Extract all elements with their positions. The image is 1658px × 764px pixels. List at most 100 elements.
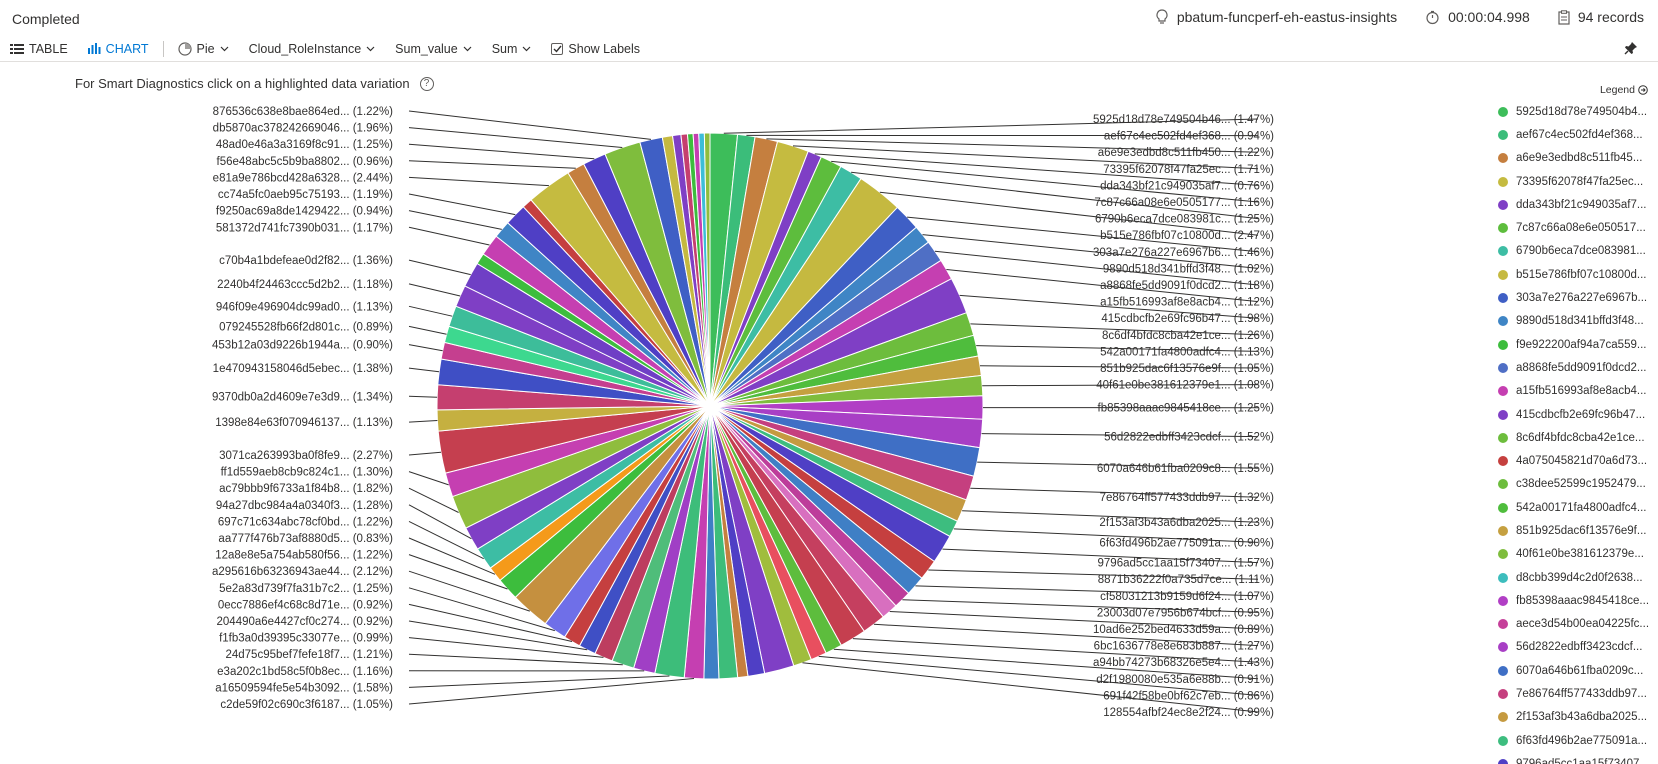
label-leader-line: [408, 620, 588, 651]
legend-header[interactable]: Legend: [1600, 84, 1648, 96]
slice-label: a8868fe5dd9091f0dcd2... (1.18%): [1100, 280, 1274, 292]
legend-item[interactable]: 56d2822edbff3423cdcf...: [1498, 636, 1658, 659]
legend-item[interactable]: fb85398aaac9845418ce...: [1498, 589, 1658, 612]
slice-label: f56e48abc5c5b9ba8802... (0.96%): [217, 156, 394, 168]
legend-swatch: [1498, 735, 1508, 746]
legend-item[interactable]: 40f61e0be381612379e...: [1498, 543, 1658, 566]
slice-label: a15fb516993af8e8acb4... (1.12%): [1100, 297, 1274, 309]
arrow-right-circle-icon: [1638, 85, 1648, 95]
label-leader-line: [408, 675, 670, 688]
legend-label: aef67c4ec502fd4ef368...: [1516, 128, 1643, 141]
label-leader-line: [408, 520, 484, 560]
legend-swatch: [1498, 642, 1508, 653]
show-labels-toggle[interactable]: Show Labels: [541, 37, 650, 61]
legend-label: 9890d518d341bffd3f48...: [1516, 315, 1644, 328]
legend-item[interactable]: 5925d18d78e749504b4...: [1498, 100, 1658, 123]
legend-item[interactable]: 8c6df4bfdc8cba42e1ce...: [1498, 426, 1658, 449]
legend-label: 851b925dac6f13576e9f...: [1516, 524, 1647, 537]
legend-item[interactable]: 4a075045821d70a6d73...: [1498, 449, 1658, 472]
pin-icon[interactable]: [1624, 41, 1638, 55]
label-leader-line: [408, 451, 442, 456]
slice-labels: 5925d18d78e749504b46... (1.47%) aef67c4ec…: [212, 106, 1274, 719]
slice-label: 6f63fd496b2ae775091a... (0.90%): [1099, 537, 1274, 549]
label-leader-line: [792, 145, 1259, 170]
resource-name: pbatum-funcperf-eh-eastus-insights: [1176, 9, 1398, 25]
slice-label: f9250ac69a8de1429422... (0.94%): [216, 206, 393, 218]
slice-label: 2240b4f24463ccc5d2b2... (1.18%): [217, 279, 393, 291]
split-by-dropdown[interactable]: Cloud_RoleInstance: [239, 37, 386, 61]
legend-item[interactable]: 7c87c66a08e6e050517...: [1498, 216, 1658, 239]
legend-swatch: [1498, 665, 1508, 676]
slice-label: 204490a6e4427cf0c274... (0.92%): [217, 616, 394, 628]
table-icon: [10, 43, 24, 54]
slice-label: a16509594fe5e54b3092... (1.58%): [215, 682, 393, 694]
label-leader-line: [408, 226, 490, 246]
legend-label: 2f153af3b43a6dba2025...: [1516, 711, 1648, 724]
pie-chart: 5925d18d78e749504b46... (1.47%) aef67c4ec…: [212, 106, 1274, 719]
resource-info[interactable]: pbatum-funcperf-eh-eastus-insights: [1155, 9, 1397, 25]
slice-label: 453b12a03d9226b1944a... (0.90%): [212, 340, 393, 352]
pie-slice[interactable]: [703, 132, 711, 407]
legend-item[interactable]: a6e9e3edbd8c511fb45...: [1498, 147, 1658, 170]
legend-item[interactable]: 415cdbcfb2e69fc96b47...: [1498, 403, 1658, 426]
legend-item[interactable]: 2f153af3b43a6dba2025...: [1498, 706, 1658, 729]
legend-item[interactable]: aece3d54b00ea04225fc...: [1498, 613, 1658, 636]
slice-label: 9370db0a2d4609e7e3d9... (1.34%): [212, 391, 393, 403]
legend-item[interactable]: b515e786fbf07c10800d...: [1498, 263, 1658, 286]
label-leader-line: [408, 210, 502, 230]
legend-swatch: [1498, 595, 1508, 606]
legend-item[interactable]: a15fb516993af8e8acb4...: [1498, 380, 1658, 403]
lightbulb-icon: [1156, 9, 1168, 24]
chevron-down-icon: [220, 46, 229, 52]
legend-item[interactable]: 7e86764ff577433ddb97...: [1498, 682, 1658, 705]
legend-item[interactable]: 542a00171fa4800adfc4...: [1498, 496, 1658, 519]
chart-tab-label: CHART: [105, 41, 149, 56]
legend-item[interactable]: d8cbb399d4c2d0f2638...: [1498, 566, 1658, 589]
chart-tab[interactable]: CHART: [78, 37, 159, 61]
table-tab[interactable]: TABLE: [0, 37, 78, 61]
status-text: Completed: [12, 11, 80, 27]
legend-item[interactable]: c38dee52599c1952479...: [1498, 473, 1658, 496]
slice-label: 0ecc7886ef4c68c8d71e... (0.92%): [218, 599, 393, 611]
legend-swatch: [1498, 129, 1508, 140]
pie-slices: [436, 132, 984, 680]
slice-label: 8c6df4bfdc8cba42e1ce... (1.26%): [1102, 330, 1274, 342]
legend-item[interactable]: 303a7e276a227e6967b...: [1498, 286, 1658, 309]
label-leader-line: [831, 160, 1259, 203]
show-labels-checkbox[interactable]: [551, 42, 564, 55]
legend-item[interactable]: 851b925dac6f13576e9f...: [1498, 519, 1658, 542]
legend-item[interactable]: dda343bf21c949035af7...: [1498, 193, 1658, 216]
slice-label: 1e470943158046d5ebec... (1.38%): [213, 363, 393, 375]
aggregation-value: Sum: [491, 41, 518, 56]
legend-item[interactable]: 73395f62078f47fa25ec...: [1498, 170, 1658, 193]
legend-item[interactable]: aef67c4ec502fd4ef368...: [1498, 123, 1658, 146]
legend-swatch: [1498, 246, 1508, 257]
legend-item[interactable]: 9796ad5cc1aa15f73407...: [1498, 752, 1658, 764]
legend-item[interactable]: 6070a646b61fba0209c...: [1498, 659, 1658, 682]
label-leader-line: [814, 153, 1259, 186]
help-icon[interactable]: ?: [419, 76, 434, 91]
legend-item[interactable]: 6790b6eca7dce083981...: [1498, 240, 1658, 263]
legend-label: a6e9e3edbd8c511fb45...: [1516, 152, 1643, 165]
chevron-down-icon: [522, 46, 531, 52]
smart-diagnostics-hint: For Smart Diagnostics click on a highlig…: [75, 76, 434, 91]
legend-item[interactable]: 6f63fd496b2ae775091a...: [1498, 729, 1658, 752]
slice-label: a295616b63236943ae44... (2.12%): [212, 566, 393, 578]
legend-item[interactable]: a8868fe5dd9091f0dcd2...: [1498, 356, 1658, 379]
label-leader-line: [408, 420, 438, 423]
legend-item[interactable]: f9e922200af94a7ca559...: [1498, 333, 1658, 356]
legend-item[interactable]: 9890d518d341bffd3f48...: [1498, 310, 1658, 333]
legend-swatch: [1498, 525, 1508, 536]
label-leader-line: [902, 599, 1259, 613]
label-leader-line: [873, 623, 1259, 647]
value-column-dropdown[interactable]: Sum_value: [385, 37, 482, 61]
legend-swatch: [1498, 758, 1508, 764]
legend-swatch: [1498, 339, 1508, 350]
slice-label: 2f153af3b43a6dba2025... (1.23%): [1099, 517, 1274, 529]
chart-type-dropdown[interactable]: Pie: [168, 37, 239, 61]
slice-label: a94bb74273b68326e5e4... (1.43%): [1093, 657, 1274, 669]
slice-label: 946f09e496904dc99ad0... (1.13%): [216, 301, 393, 313]
legend-label: d8cbb399d4c2d0f2638...: [1516, 571, 1643, 584]
aggregation-dropdown[interactable]: Sum: [482, 37, 542, 61]
label-leader-line: [408, 325, 447, 335]
